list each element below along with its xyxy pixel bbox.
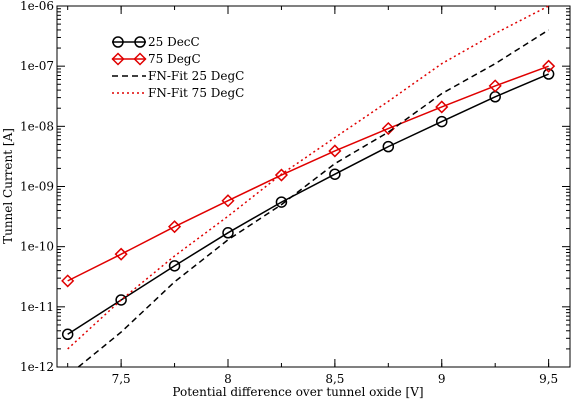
diamond-marker bbox=[168, 220, 182, 234]
diamond-marker bbox=[488, 79, 502, 93]
y-tick-label: 1e-12 bbox=[20, 360, 54, 374]
x-tick-label: 9 bbox=[438, 372, 446, 386]
legend-box bbox=[105, 27, 251, 103]
legend-label: 25 DecC bbox=[148, 35, 200, 49]
circle-marker bbox=[329, 168, 341, 180]
diamond-marker bbox=[133, 52, 147, 66]
x-axis-label: Potential difference over tunnel oxide [… bbox=[172, 385, 423, 399]
circle-marker bbox=[61, 328, 74, 341]
circle-marker bbox=[382, 140, 395, 153]
diamond-marker bbox=[328, 144, 342, 158]
legend-entry: FN-Fit 25 DegC bbox=[112, 69, 244, 83]
y-tick-label: 1e-06 bbox=[20, 0, 54, 13]
circle-marker bbox=[115, 294, 127, 306]
legend: 25 DecC 75 DegC FN-Fit 25 DegC FN-Fit 75 De… bbox=[105, 27, 251, 103]
series-line bbox=[67, 5, 549, 350]
legend-label: FN-Fit 25 DegC bbox=[148, 69, 244, 83]
diamond-marker bbox=[114, 247, 128, 261]
x-tick-label: 9,5 bbox=[539, 372, 558, 386]
x-tick-label: 7,5 bbox=[112, 372, 131, 386]
y-tick-label: 1e-10 bbox=[20, 240, 54, 254]
y-tick-label: 1e-08 bbox=[20, 119, 54, 133]
y-tick-label: 1e-07 bbox=[20, 59, 54, 73]
series-layer bbox=[61, 5, 556, 368]
circle-marker bbox=[134, 36, 146, 48]
diamond-marker bbox=[61, 274, 75, 288]
series-2 bbox=[77, 29, 550, 368]
circle-marker bbox=[275, 196, 288, 208]
y-tick-label: 1e-11 bbox=[20, 300, 54, 314]
series-3 bbox=[67, 5, 549, 350]
diamond-marker bbox=[381, 121, 395, 136]
x-axis: 7,5 8 8,5 9 9,5 bbox=[67, 6, 558, 386]
series-line bbox=[67, 65, 549, 282]
y-axis: 1e-12 1e-11 1e-10 1e-09 1e-08 1e-07 1e-06 bbox=[20, 0, 570, 374]
circle-marker bbox=[542, 68, 555, 80]
circle-marker bbox=[222, 227, 234, 239]
series-line bbox=[67, 73, 549, 335]
circle-marker bbox=[112, 36, 124, 48]
legend-label: FN-Fit 75 DegC bbox=[148, 86, 244, 100]
y-tick-label: 1e-09 bbox=[20, 180, 54, 194]
series-1 bbox=[61, 59, 556, 288]
legend-entry: FN-Fit 75 DegC bbox=[112, 86, 244, 100]
legend-entry: 25 DecC bbox=[112, 35, 200, 49]
diamond-marker bbox=[111, 52, 125, 66]
diamond-marker bbox=[435, 100, 449, 114]
legend-label: 75 DegC bbox=[148, 52, 201, 66]
diamond-marker bbox=[274, 168, 288, 182]
circle-marker bbox=[168, 260, 181, 272]
x-tick-label: 8,5 bbox=[325, 372, 344, 386]
legend-entry: 75 DegC bbox=[111, 52, 201, 66]
x-tick-label: 8 bbox=[224, 372, 232, 386]
circle-marker bbox=[436, 115, 448, 128]
y-axis-label: Tunnel Current [A] bbox=[1, 128, 15, 244]
series-line bbox=[77, 29, 550, 368]
diamond-marker bbox=[542, 59, 556, 73]
diamond-marker bbox=[221, 194, 235, 208]
